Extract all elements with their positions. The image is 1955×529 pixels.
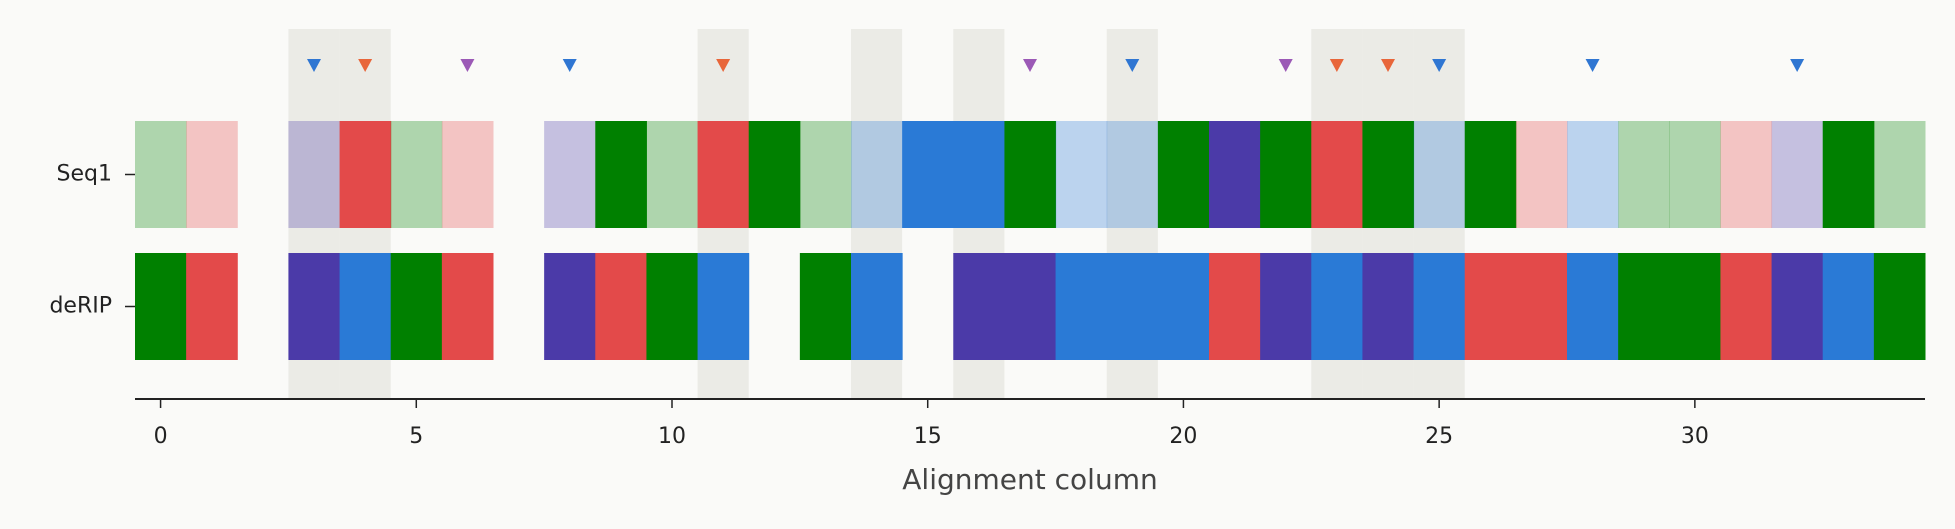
alignment-cell (1464, 253, 1517, 360)
marker (1585, 59, 1600, 72)
alignment-cell (1157, 253, 1210, 360)
row-label: deRIP (49, 294, 112, 319)
alignment-cell (1720, 121, 1773, 228)
x-tick-label: 20 (1169, 424, 1197, 449)
alignment-cell (1004, 121, 1057, 228)
x-tick-label: 10 (658, 424, 686, 449)
alignment-cell (748, 121, 801, 228)
marker (1023, 59, 1037, 72)
x-tick-label: 30 (1681, 424, 1709, 449)
alignment-cell (1771, 253, 1824, 360)
alignment-cell (1209, 121, 1261, 228)
alignment-cell (697, 121, 750, 228)
marker (562, 59, 577, 72)
alignment-cell (1669, 121, 1721, 228)
marker (1432, 59, 1447, 72)
alignment-cell (1618, 121, 1670, 228)
x-tick-label: 25 (1425, 424, 1453, 449)
alignment-cell (953, 121, 1005, 228)
alignment-cell (1311, 121, 1363, 228)
alignment-cell (1822, 253, 1875, 360)
alignment-cell (1873, 121, 1926, 228)
x-tick-label: 0 (154, 424, 168, 449)
alignment-cell (851, 253, 903, 360)
alignment-cell (1157, 121, 1210, 228)
x-tick-label: 5 (409, 424, 423, 449)
alignment-cell (390, 253, 443, 360)
alignment-cell (646, 253, 699, 360)
alignment-cell (1567, 253, 1619, 360)
marker (1381, 59, 1395, 72)
alignment-cell (595, 121, 647, 228)
alignment-cell (441, 253, 494, 360)
alignment-cell (1362, 121, 1415, 228)
alignment-cell (1055, 121, 1108, 228)
alignment-cell (902, 121, 954, 228)
alignment-cell (595, 253, 647, 360)
alignment-cell (1055, 253, 1108, 360)
alignment-cell (799, 121, 852, 228)
alignment-cell (1515, 121, 1568, 228)
alignment-cell (1669, 253, 1721, 360)
marker (1329, 59, 1344, 72)
marker (460, 59, 475, 72)
alignment-cell (186, 253, 238, 360)
alignment-cell (1413, 121, 1466, 228)
alignment-cell (135, 121, 187, 228)
alignment-cell (953, 253, 1005, 360)
marker (1278, 59, 1293, 72)
alignment-cell (697, 253, 750, 360)
alignment-cell (441, 121, 494, 228)
alignment-cell (1464, 121, 1517, 228)
alignment-cell (339, 121, 392, 228)
alignment-cell (1311, 253, 1363, 360)
alignment-cell (1515, 253, 1568, 360)
alignment-cell (1260, 121, 1312, 228)
alignment-cell (1413, 253, 1466, 360)
alignment-cell (1822, 121, 1875, 228)
alignment-cell (544, 121, 596, 228)
alignment-cell (390, 121, 443, 228)
marker (307, 59, 321, 72)
alignment-cell (544, 253, 596, 360)
alignment-cell (1618, 253, 1670, 360)
alignment-cell (1209, 253, 1261, 360)
alignment-cell (799, 253, 852, 360)
alignment-cell (1720, 253, 1773, 360)
alignment-cell (1771, 121, 1824, 228)
marker (716, 59, 731, 72)
alignment-cell (1567, 121, 1619, 228)
marker (358, 59, 373, 72)
row-label: Seq1 (57, 162, 112, 187)
alignment-cell (1260, 253, 1312, 360)
marker (1125, 59, 1140, 72)
alignment-cell (288, 121, 341, 228)
alignment-cell (1106, 253, 1159, 360)
alignment-cell (851, 121, 903, 228)
alignment-cell (186, 121, 238, 228)
alignment-cell (1873, 253, 1926, 360)
alignment-cell (1106, 121, 1159, 228)
x-axis-label: Alignment column (902, 463, 1157, 496)
alignment-cell (135, 253, 187, 360)
alignment-cell (1362, 253, 1415, 360)
alignment-cell (646, 121, 699, 228)
marker (1790, 59, 1805, 72)
alignment-cell (339, 253, 392, 360)
alignment-cell (288, 253, 341, 360)
x-tick-label: 15 (914, 424, 942, 449)
alignment-cell (1004, 253, 1057, 360)
